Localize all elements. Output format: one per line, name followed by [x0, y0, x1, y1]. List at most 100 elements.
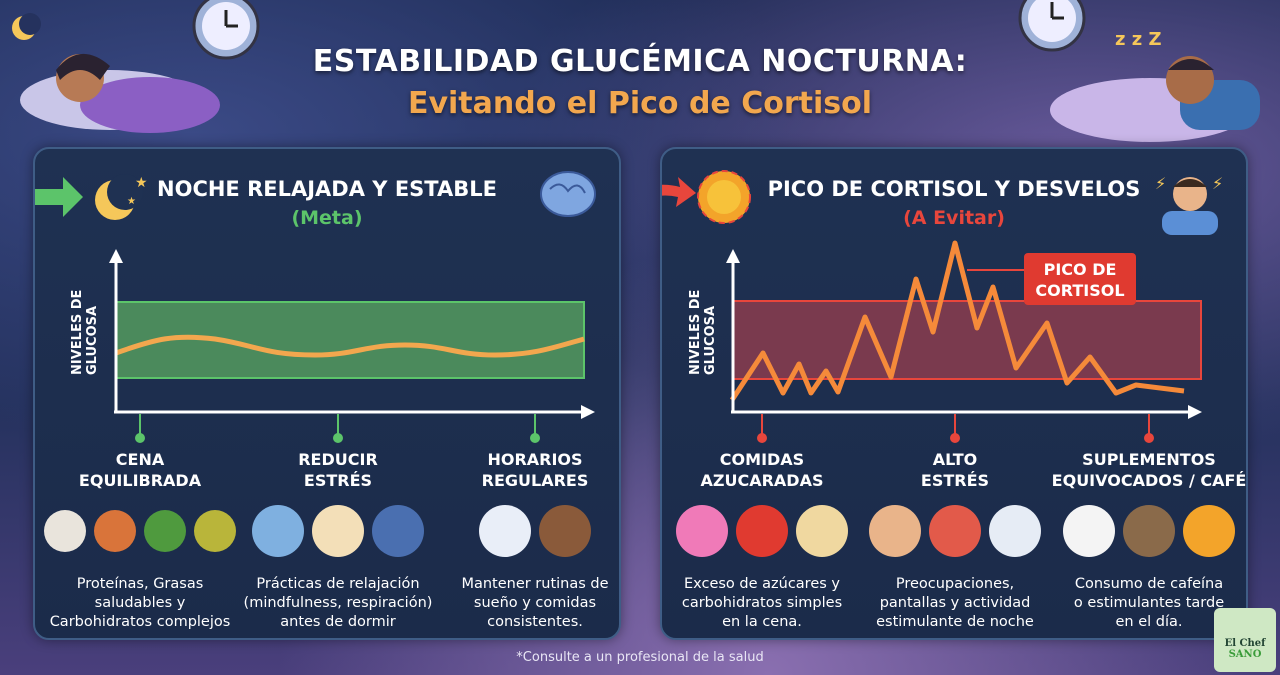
description-line: estimulante de noche: [876, 614, 1034, 630]
factor-1: ALTO ESTRÉS Preocupaciones, pantallas y act…: [857, 449, 1053, 632]
glucose-curve-spiky: [729, 240, 1185, 402]
description-line: en la cena.: [722, 614, 802, 630]
chicken-plate-icon: [44, 510, 86, 552]
svg-text:⚡: ⚡: [1212, 174, 1223, 193]
stressed-person-icon: [869, 505, 921, 557]
factor-title-line: SUPLEMENTOS: [1082, 450, 1216, 469]
timeline-markers: [135, 414, 540, 443]
disclaimer: *Consulte a un profesional de la salud: [516, 650, 764, 665]
factor-title-line: HORARIOS: [487, 450, 583, 469]
soda-cup-icon: [736, 505, 788, 557]
stable-glucose-chart: ★★ NIVELES DEGLUCOSA: [35, 171, 596, 443]
y-axis-label: NIVELES DEGLUCOSA: [688, 290, 718, 375]
factor-description: Proteínas, Grasas saludables y Carbohidrat…: [42, 575, 238, 632]
description-line: en el día.: [1115, 614, 1183, 630]
svg-text:⚡: ⚡: [1155, 174, 1166, 193]
description-line: consistentes.: [487, 614, 583, 630]
donut-icon: [676, 505, 728, 557]
factor-title: REDUCIR ESTRÉS: [240, 449, 436, 491]
stressed-person-icon: ⚡ ⚡: [1155, 174, 1223, 235]
avoid-heading: PICO DE CORTISOL Y DESVELOS: [767, 177, 1141, 201]
sleeping-bed-icon: [539, 505, 591, 557]
factor-title-line: AZUCARADAS: [700, 471, 824, 490]
description-line: Carbohidratos complejos: [49, 614, 231, 630]
news-icon: [989, 505, 1041, 557]
sleeping-woman-icon: [20, 53, 220, 133]
description-line: (mindfulness, respiración): [243, 595, 433, 611]
olive-oil-icon: [194, 510, 236, 552]
normal-range-band: [732, 300, 1202, 380]
factor-title: CENA EQUILIBRADA: [42, 449, 238, 491]
factor-0: CENA EQUILIBRADA Proteínas, Grasas saludabl…: [42, 449, 238, 632]
factor-description: Exceso de azúcares y carbohidratos simple…: [664, 575, 860, 632]
description-line: Prácticas de relajación: [256, 576, 420, 592]
description-line: Consumo de cafeína: [1074, 576, 1224, 592]
goal-subheading: (Meta): [291, 207, 363, 229]
factor-title-line: EQUILIBRADA: [78, 471, 202, 490]
bread-icon: [796, 505, 848, 557]
arrow-right-icon: [35, 177, 83, 217]
sweet-potato-icon: [94, 510, 136, 552]
factor-0: COMIDAS AZUCARADAS Exceso de azúcares y car…: [664, 449, 860, 632]
meditation-icon: [252, 505, 304, 557]
factor-title: SUPLEMENTOS EQUIVOCADOS / CAFÉ: [1051, 449, 1247, 491]
avoid-panel: ⚡ ⚡ PICO DE CORTISOL NIVELES DEGLUCOSA PIC…: [660, 147, 1248, 640]
factor-title: COMIDAS AZUCARADAS: [664, 449, 860, 491]
factor-title: HORARIOS REGULARES: [437, 449, 633, 491]
factor-icons: [437, 497, 633, 565]
factor-icons: [42, 497, 238, 565]
timeline-markers: [757, 414, 1154, 443]
calendar-clock-icon: [929, 505, 981, 557]
clock-icon: [479, 505, 531, 557]
factor-title-line: ALTO: [932, 450, 978, 469]
goal-heading: NOCHE RELAJADA Y ESTABLE: [157, 177, 497, 201]
candles-icon: [312, 505, 364, 557]
moon-stars-icon: ★★: [95, 174, 148, 220]
glucose-curve-stable: [115, 334, 585, 358]
svg-text:★: ★: [135, 175, 148, 191]
factor-icons: [857, 497, 1053, 565]
sleeping-man-icon: [1050, 56, 1260, 142]
factor-description: Preocupaciones, pantallas y actividad esti…: [857, 575, 1053, 632]
description-line: Exceso de azúcares y: [683, 576, 840, 592]
zzz-icon: z z Z: [1115, 29, 1162, 50]
coffee-jar-icon: [1123, 505, 1175, 557]
cortisol-callout-text: PICO DE CORTISOL: [1035, 260, 1124, 300]
brain-icon: [540, 171, 596, 217]
factor-1: REDUCIR ESTRÉS Prácticas de relajación (min…: [240, 449, 436, 632]
factor-2: HORARIOS REGULARES Mantener rutinas de sueñ…: [437, 449, 633, 632]
description-line: o estimulantes tarde: [1073, 595, 1225, 611]
factor-icons: [1051, 497, 1247, 565]
factor-description: Mantener rutinas de sueño y comidas consis…: [437, 575, 633, 632]
coffee-cup-icon: [1063, 505, 1115, 557]
factor-2: SUPLEMENTOS EQUIVOCADOS / CAFÉ Consumo de …: [1051, 449, 1247, 632]
clock-icon: [1018, 0, 1086, 52]
clock-icon: [192, 0, 260, 60]
description-line: carbohidratos simples: [681, 595, 843, 611]
description-line: pantallas y actividad: [879, 595, 1031, 611]
factor-icons: [240, 497, 436, 565]
cortisol-callout-box: [1024, 253, 1136, 305]
supplement-bottle-icon: [1183, 505, 1235, 557]
description-line: Mantener rutinas de: [461, 576, 609, 592]
subtitle: Evitando el Pico de Cortisol: [407, 86, 873, 121]
svg-text:★: ★: [127, 196, 136, 207]
logo-line2: SANO: [1228, 649, 1262, 660]
y-axis-label: NIVELES DEGLUCOSA: [70, 290, 100, 375]
factor-title-line: ESTRÉS: [303, 471, 373, 490]
main-title: ESTABILIDAD GLUCÉMICA NOCTURNA:: [312, 44, 968, 79]
factor-description: Prácticas de relajación (mindfulness, res…: [240, 575, 436, 632]
cortisol-spike-chart: ⚡ ⚡ PICO DE CORTISOL NIVELES DEGLUCOSA: [662, 170, 1223, 443]
factor-title-line: EQUIVOCADOS / CAFÉ: [1051, 471, 1247, 490]
factor-title-line: COMIDAS: [719, 450, 805, 469]
factor-title-line: REDUCIR: [298, 450, 378, 469]
description-line: sueño y comidas: [473, 595, 597, 611]
factor-title: ALTO ESTRÉS: [857, 449, 1053, 491]
description-line: antes de dormir: [280, 614, 396, 630]
factor-description: Consumo de cafeína o estimulantes tarde en…: [1051, 575, 1247, 632]
goal-panel: ★ ★ NIVELES DEGLUCOSA NOCHE RELAJADA Y ES…: [33, 147, 621, 640]
avoid-subheading: (A Evitar): [903, 207, 1005, 229]
moon-icon: [12, 13, 41, 40]
header-decoration: z z Z: [12, 0, 1260, 142]
description-line: Preocupaciones,: [895, 576, 1015, 592]
